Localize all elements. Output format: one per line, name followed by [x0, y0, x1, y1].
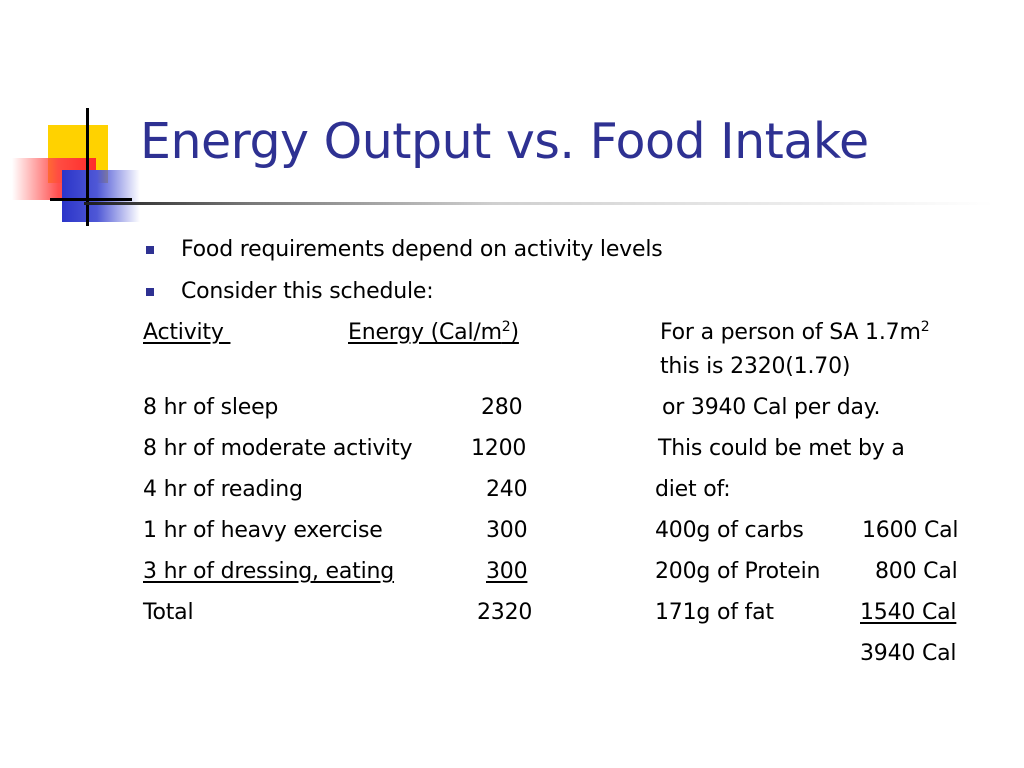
energy-header: Energy (Cal/m2) — [348, 319, 519, 345]
note-line: this is 2320(1.70) — [660, 354, 851, 379]
note-line: This could be met by a — [658, 436, 905, 461]
decorative-blue-square — [62, 170, 140, 222]
activity-cell: 3 hr of dressing, eating — [143, 559, 395, 584]
bullet-marker — [146, 246, 154, 254]
activity-header: Activity — [143, 320, 231, 345]
bullet-text: Consider this schedule: — [181, 279, 434, 304]
diet-item: 171g of fat — [655, 600, 774, 625]
title-divider — [84, 202, 994, 205]
activity-cell: 4 hr of reading — [143, 477, 303, 502]
diet-calories: 1540 Cal — [860, 600, 957, 625]
bullet-text: Food requirements depend on activity lev… — [181, 237, 663, 262]
note-line: diet of: — [655, 477, 731, 502]
bullet-marker — [146, 288, 154, 296]
activity-cell: 8 hr of sleep — [143, 395, 279, 420]
diet-item: 400g of carbs — [655, 518, 804, 543]
diet-item: 200g of Protein — [655, 559, 821, 584]
decorative-horizontal-line — [50, 198, 132, 201]
activity-cell: 8 hr of moderate activity — [143, 436, 413, 461]
total-label: Total — [143, 600, 194, 625]
energy-cell: 300 — [486, 518, 528, 543]
energy-cell: 280 — [481, 395, 523, 420]
slide-title: Energy Output vs. Food Intake — [140, 113, 869, 170]
activity-cell: 1 hr of heavy exercise — [143, 518, 383, 543]
diet-total: 3940 Cal — [860, 641, 957, 666]
energy-cell: 240 — [486, 477, 528, 502]
note-line: For a person of SA 1.7m2 — [660, 319, 930, 345]
energy-cell: 300 — [486, 559, 528, 584]
note-line: or 3940 Cal per day. — [662, 395, 881, 420]
decorative-vertical-line — [86, 108, 89, 226]
energy-cell: 1200 — [471, 436, 527, 461]
total-energy: 2320 — [477, 600, 533, 625]
diet-calories: 1600 Cal — [862, 518, 959, 543]
diet-calories: 800 Cal — [875, 559, 958, 584]
